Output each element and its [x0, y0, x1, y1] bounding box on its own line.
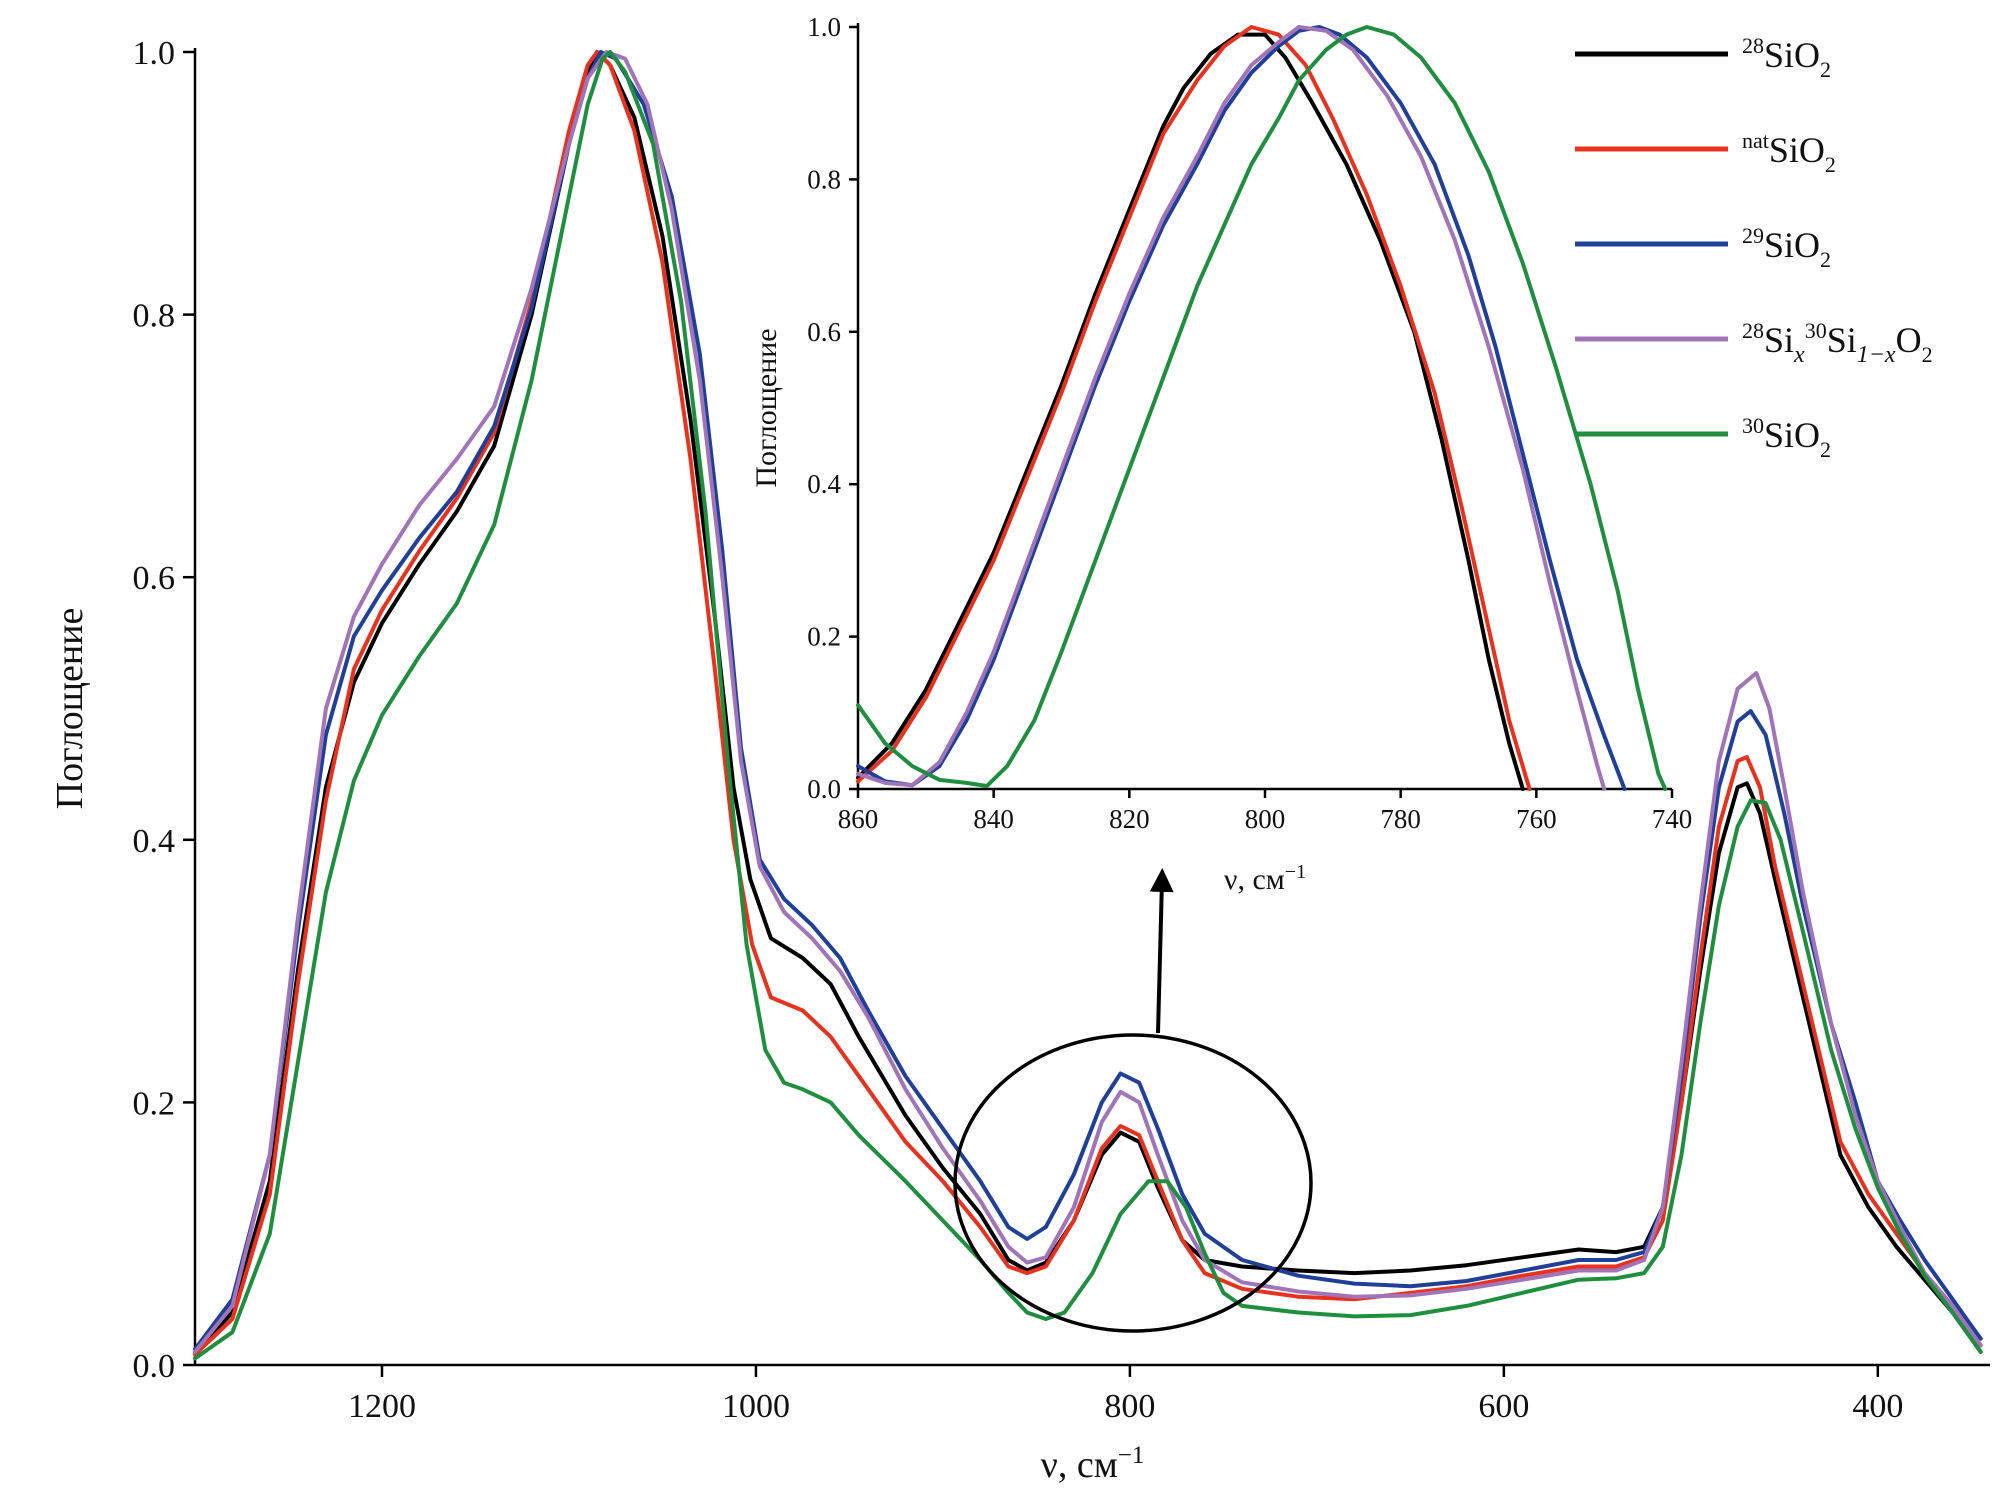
inset-series-group	[856, 25, 1668, 791]
main-y-axis-title: Поглощение	[49, 608, 91, 810]
legend-label: 28SiO2	[1742, 33, 1831, 82]
main-x-tick-label: 400	[1852, 1388, 1903, 1425]
inset-y-tick-label: 0.4	[807, 469, 841, 499]
main-x-tick-label: 1200	[348, 1388, 416, 1425]
legend-label: 29SiO2	[1742, 223, 1831, 272]
main-series-line-28Six30Si1-xO2	[193, 50, 1983, 1354]
legend: 28SiO2 natSiO2 29SiO2 28Six30Si1−xO2 30SiO2	[1575, 33, 1933, 462]
main-y-tick-label: 0.6	[133, 560, 176, 597]
inset-y-tick-label: 0.0	[807, 774, 841, 804]
inset-x-tick-label: 840	[973, 804, 1014, 834]
legend-label: 30SiO2	[1742, 413, 1831, 462]
main-x-tick-label: 600	[1478, 1388, 1529, 1425]
main-y-tick-label: 0.4	[133, 823, 176, 860]
legend-label: natSiO2	[1742, 128, 1836, 177]
inset-y-tick-label: 0.6	[807, 317, 841, 347]
inset-x-tick-label: 780	[1380, 804, 1421, 834]
legend-label: 28Six30Si1−xO2	[1742, 318, 1933, 368]
inset-y-tick-label: 0.8	[807, 164, 841, 194]
main-x-tick-label: 800	[1104, 1388, 1155, 1425]
inset-series-line-28Six30Si1-xO2	[856, 25, 1607, 791]
main-series-line-29SiO2	[193, 50, 1983, 1352]
inset-y-axis-title: Поглощение	[750, 328, 783, 487]
inset-series-line-30SiO2	[856, 25, 1668, 791]
inset-axes: 860 840 820 800 780 760 740 0.0 0.2 0.4 0.6 0.8 1.0 ν…	[750, 12, 1692, 896]
highlight-ellipse	[953, 1033, 1313, 1333]
inset-x-tick-label: 800	[1245, 804, 1286, 834]
inset-y-tick-label: 0.2	[807, 622, 841, 652]
inset-series-line-natSiO2	[856, 25, 1532, 791]
legend-item-30SiO2: 30SiO2	[1575, 413, 1831, 462]
main-y-tick-label: 0.2	[133, 1085, 176, 1122]
legend-item-natSiO2: natSiO2	[1575, 128, 1836, 177]
legend-item-28SiO2: 28SiO2	[1575, 33, 1831, 82]
inset-x-tick-label: 740	[1652, 804, 1693, 834]
main-series-group	[193, 50, 1983, 1361]
inset-y-tick-label: 1.0	[807, 12, 841, 42]
annotation-layer	[953, 868, 1313, 1333]
main-y-tick-label: 0.8	[133, 298, 176, 335]
legend-item-29SiO2: 29SiO2	[1575, 223, 1831, 272]
main-series-line-30SiO2	[193, 50, 1983, 1361]
inset-x-axis-title: ν, см−1	[1224, 861, 1306, 896]
inset-pointer-arrow	[1149, 868, 1174, 1034]
main-axes: 1200 1000 800 600 400 0.0 0.2 0.4 0.6 0.8 1.0 ν, см…	[49, 35, 1990, 1486]
main-x-tick-label: 1000	[722, 1388, 790, 1425]
main-y-tick-label: 1.0	[133, 35, 176, 72]
inset-x-tick-label: 860	[838, 804, 879, 834]
legend-item-28Six30Si1-xO2: 28Six30Si1−xO2	[1575, 318, 1933, 368]
main-x-axis-title: ν, см−1	[1041, 1442, 1145, 1484]
inset-series-line-29SiO2	[856, 25, 1627, 791]
main-y-tick-label: 0.0	[133, 1348, 176, 1385]
inset-x-tick-label: 760	[1516, 804, 1557, 834]
inset-x-tick-label: 820	[1109, 804, 1150, 834]
